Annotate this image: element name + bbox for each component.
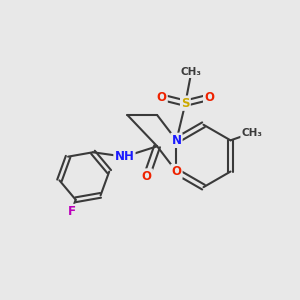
Text: F: F [68, 205, 75, 218]
Text: O: O [204, 91, 214, 104]
Text: O: O [142, 169, 152, 182]
Text: CH₃: CH₃ [181, 67, 202, 77]
Text: N: N [172, 134, 182, 147]
Text: O: O [172, 165, 182, 178]
Text: NH: NH [115, 150, 134, 163]
Text: CH₃: CH₃ [242, 128, 262, 138]
Text: O: O [157, 91, 166, 104]
Text: S: S [181, 97, 190, 110]
